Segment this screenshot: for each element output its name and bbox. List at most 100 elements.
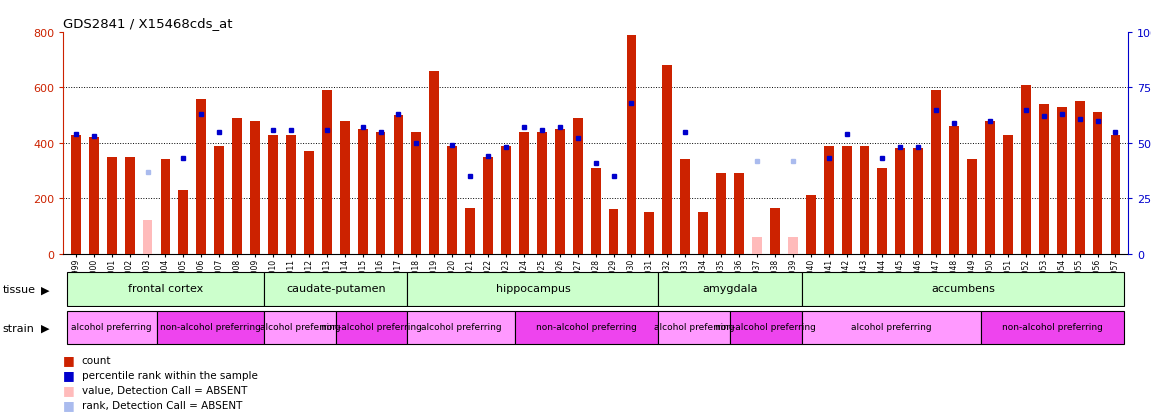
Bar bbox=[429, 72, 440, 254]
Bar bbox=[407, 273, 658, 306]
Bar bbox=[770, 209, 780, 254]
Text: accumbens: accumbens bbox=[931, 284, 994, 294]
Text: strain: strain bbox=[2, 323, 35, 333]
Bar bbox=[465, 209, 475, 254]
Text: tissue: tissue bbox=[2, 285, 36, 294]
Bar bbox=[699, 213, 708, 254]
Bar bbox=[501, 146, 511, 254]
Bar bbox=[802, 311, 981, 344]
Bar bbox=[716, 174, 726, 254]
Bar bbox=[89, 138, 99, 254]
Bar bbox=[358, 130, 367, 254]
Bar bbox=[285, 135, 296, 254]
Bar bbox=[1021, 85, 1031, 254]
Bar bbox=[860, 146, 869, 254]
Text: non-alcohol preferring: non-alcohol preferring bbox=[1003, 323, 1103, 332]
Bar bbox=[788, 237, 798, 254]
Bar bbox=[250, 121, 260, 254]
Text: ■: ■ bbox=[63, 383, 75, 396]
Bar bbox=[734, 174, 744, 254]
Text: count: count bbox=[82, 355, 112, 365]
Text: alcohol preferring: alcohol preferring bbox=[851, 323, 931, 332]
Bar bbox=[609, 210, 618, 254]
Bar bbox=[841, 146, 852, 254]
Bar bbox=[658, 273, 802, 306]
Bar bbox=[1003, 135, 1013, 254]
Bar bbox=[1039, 105, 1049, 254]
Text: caudate-putamen: caudate-putamen bbox=[285, 284, 386, 294]
Text: GDS2841 / X15468cds_at: GDS2841 / X15468cds_at bbox=[63, 17, 233, 29]
Bar bbox=[914, 149, 923, 254]
Bar bbox=[981, 311, 1125, 344]
Bar bbox=[645, 213, 654, 254]
Bar bbox=[336, 311, 407, 344]
Bar bbox=[67, 311, 157, 344]
Bar bbox=[394, 116, 403, 254]
Bar bbox=[1111, 135, 1120, 254]
Bar bbox=[1075, 102, 1084, 254]
Text: ■: ■ bbox=[63, 368, 75, 382]
Bar bbox=[1057, 108, 1067, 254]
Bar bbox=[877, 169, 887, 254]
Text: ■: ■ bbox=[63, 354, 75, 367]
Bar bbox=[264, 273, 407, 306]
Bar bbox=[658, 311, 730, 344]
Text: hippocampus: hippocampus bbox=[496, 284, 570, 294]
Text: frontal cortex: frontal cortex bbox=[128, 284, 203, 294]
Bar bbox=[407, 311, 514, 344]
Bar bbox=[448, 146, 457, 254]
Bar bbox=[931, 91, 942, 254]
Text: non-alcohol preferring: non-alcohol preferring bbox=[716, 323, 816, 332]
Bar bbox=[519, 133, 528, 254]
Text: alcohol preferring: alcohol preferring bbox=[654, 323, 734, 332]
Bar bbox=[160, 160, 170, 254]
Bar bbox=[197, 99, 206, 254]
Text: percentile rank within the sample: percentile rank within the sample bbox=[82, 370, 258, 380]
Bar bbox=[985, 121, 994, 254]
Bar bbox=[626, 36, 637, 254]
Bar bbox=[950, 127, 959, 254]
Bar bbox=[824, 146, 833, 254]
Bar bbox=[806, 196, 816, 254]
Bar bbox=[157, 311, 264, 344]
Text: alcohol preferring: alcohol preferring bbox=[260, 323, 341, 332]
Bar bbox=[967, 160, 977, 254]
Bar bbox=[178, 190, 189, 254]
Bar bbox=[264, 311, 336, 344]
Bar bbox=[730, 311, 802, 344]
Bar bbox=[322, 91, 331, 254]
Text: ▶: ▶ bbox=[41, 285, 49, 294]
Text: alcohol preferring: alcohol preferring bbox=[71, 323, 152, 332]
Bar bbox=[483, 157, 493, 254]
Bar bbox=[663, 66, 672, 254]
Bar bbox=[214, 146, 224, 254]
Bar bbox=[752, 237, 762, 254]
Bar bbox=[233, 119, 242, 254]
Text: alcohol preferring: alcohol preferring bbox=[421, 323, 502, 332]
Bar bbox=[590, 169, 601, 254]
Text: ▶: ▶ bbox=[41, 323, 49, 333]
Bar bbox=[304, 152, 314, 254]
Bar bbox=[573, 119, 582, 254]
Bar bbox=[67, 273, 264, 306]
Bar bbox=[411, 133, 421, 254]
Text: ■: ■ bbox=[63, 398, 75, 411]
Bar bbox=[1092, 113, 1103, 254]
Bar bbox=[124, 157, 135, 254]
Bar bbox=[802, 273, 1125, 306]
Bar bbox=[538, 133, 547, 254]
Bar bbox=[107, 157, 116, 254]
Bar bbox=[268, 135, 277, 254]
Bar bbox=[71, 135, 81, 254]
Bar bbox=[375, 133, 386, 254]
Text: rank, Detection Call = ABSENT: rank, Detection Call = ABSENT bbox=[82, 400, 242, 410]
Bar bbox=[340, 121, 350, 254]
Bar bbox=[895, 149, 906, 254]
Bar bbox=[143, 221, 152, 254]
Text: non-alcohol preferring: non-alcohol preferring bbox=[321, 323, 422, 332]
Text: non-alcohol preferring: non-alcohol preferring bbox=[536, 323, 638, 332]
Text: value, Detection Call = ABSENT: value, Detection Call = ABSENT bbox=[82, 385, 247, 395]
Bar bbox=[680, 160, 691, 254]
Text: non-alcohol preferring: non-alcohol preferring bbox=[160, 323, 261, 332]
Bar bbox=[555, 130, 565, 254]
